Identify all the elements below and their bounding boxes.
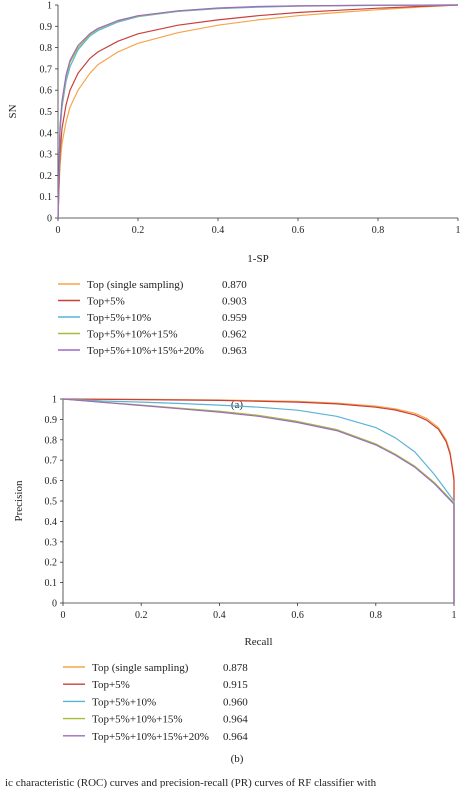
series-line-2 [57,4,459,219]
y-tick-label: 0 [47,214,52,225]
series-line-3 [62,398,455,603]
x-tick-label: 0.4 [213,610,226,621]
y-tick-label: 1 [47,1,52,12]
y-tick-label: 0.7 [45,456,58,467]
y-tick-label: 0.4 [40,128,53,139]
y-tick-label: 0.8 [45,435,58,446]
series-line-4 [62,398,455,603]
series-line-2 [62,398,455,603]
legend-value: 0.915 [223,679,248,691]
y-tick-label: 0.8 [40,43,53,54]
legend-value: 0.963 [222,345,247,357]
legend-value: 0.959 [222,312,247,324]
legend-value: 0.870 [222,279,247,291]
legend-label: Top (single sampling) [92,662,189,674]
y-tick-label: 0.2 [45,558,58,569]
series-line-3 [57,4,459,219]
panel-label: (b) [231,753,244,765]
y-axis-title: SN [7,104,19,118]
x-tick-label: 0.6 [291,610,304,621]
series-line-5 [62,398,455,603]
legend-value: 0.964 [223,714,248,726]
series-line-4 [57,4,459,219]
series-line-1 [57,4,459,219]
y-tick-label: 0.7 [40,64,53,75]
legend-value: 0.960 [223,696,248,708]
series-line-1 [62,398,455,603]
y-tick-label: 0.4 [45,517,58,528]
legend-value: 0.962 [222,329,247,341]
legend-label: Top+5%+10%+15%+20% [92,731,209,743]
y-tick-label: 0.6 [40,86,53,97]
pr-panel: 0 0.1 0.2 0.3 0.4 0.5 0.6 0.7 0.8 0.9 1 0 0.2 0.4 0.6 0… [13,395,457,766]
legend-label: Top (single sampling) [87,279,184,291]
x-tick-label: 1 [452,610,457,621]
x-tick-label: 0.2 [132,225,145,236]
y-tick-label: 0.3 [45,537,58,548]
y-tick-label: 0.9 [45,415,58,426]
roc-panel: 0 0.1 0.2 0.3 0.4 0.5 0.6 0.7 0.8 0.9 1 0 0.2 0.4 0.6 0… [7,1,461,412]
legend-label: Top+5%+10%+15%+20% [87,345,204,357]
y-tick-label: 0.5 [40,107,53,118]
legend-label: Top+5%+10%+15% [92,714,183,726]
legend-value: 0.964 [223,731,248,743]
legend-label: Top+5%+10%+15% [87,329,178,341]
x-tick-label: 0.8 [370,610,383,621]
legend-label: Top+5% [92,679,130,691]
legend-label: Top+5%+10% [87,312,151,324]
x-tick-label: 0.6 [292,225,305,236]
y-tick-label: 0.1 [40,192,53,203]
x-tick-label: 1 [456,225,461,236]
x-tick-label: 0.4 [212,225,225,236]
series-line-5 [57,4,459,219]
x-tick-label: 0.8 [372,225,385,236]
y-axis-title: Precision [13,480,25,521]
y-tick-label: 0.5 [45,497,58,508]
legend-value: 0.878 [223,662,248,674]
legend-value: 0.903 [222,296,247,308]
legend-label: Top+5%+10% [92,696,156,708]
y-tick-label: 0.6 [45,476,58,487]
panel-label: (a) [231,399,244,411]
y-tick-label: 1 [52,395,57,406]
x-tick-label: 0 [56,225,61,236]
y-tick-label: 0.2 [40,171,53,182]
y-tick-label: 0.3 [40,150,53,161]
x-axis-title: Recall [244,636,272,648]
x-axis-title: 1-SP [247,253,268,265]
x-tick-label: 0.2 [135,610,148,621]
y-tick-label: 0.9 [40,22,53,33]
x-tick-label: 0 [61,610,66,621]
figure-caption: ic characteristic (ROC) curves and preci… [5,777,377,788]
y-tick-label: 0.1 [45,578,58,589]
y-tick-label: 0 [52,599,57,610]
legend-label: Top+5% [87,296,125,308]
